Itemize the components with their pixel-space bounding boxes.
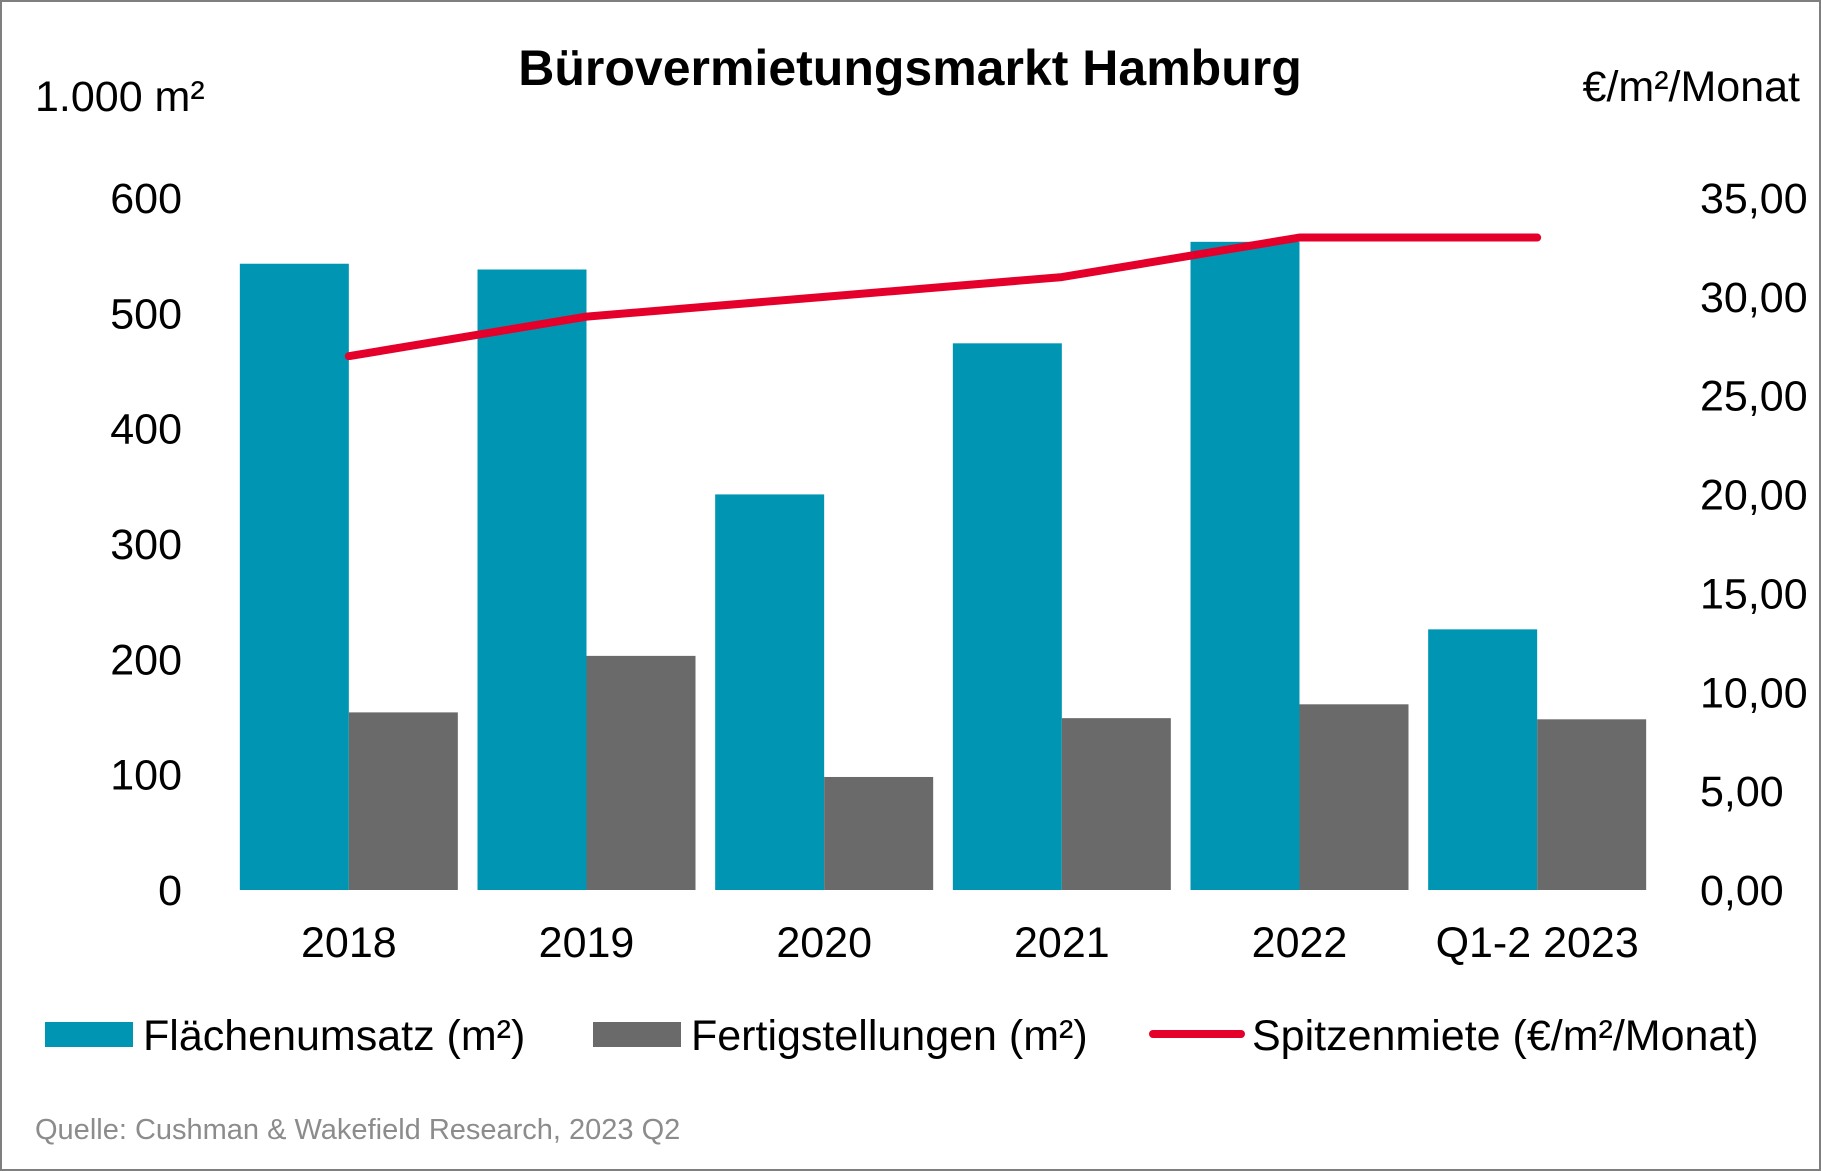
left-tick-label: 300 <box>110 521 182 569</box>
x-tick-label: 2022 <box>1252 919 1348 967</box>
bar-flaechenumsatz <box>1428 629 1538 890</box>
line-point-spitzenmiete <box>586 316 587 318</box>
right-tick-label: 20,00 <box>1700 472 1808 520</box>
right-tick-label: 5,00 <box>1700 768 1784 816</box>
line-spitzenmiete <box>344 233 1542 361</box>
bar-flaechenumsatz <box>715 494 825 890</box>
line-point-spitzenmiete <box>1299 237 1300 239</box>
bar-flaechenumsatz <box>477 269 587 890</box>
line-point-spitzenmiete <box>348 355 350 357</box>
legend-label-fertigstellungen: Fertigstellungen (m²) <box>691 1012 1088 1060</box>
bar-flaechenumsatz <box>952 343 1062 890</box>
legend-swatch-fertigstellungen <box>593 1022 681 1047</box>
source-note: Quelle: Cushman & Wakefield Research, 20… <box>35 1114 680 1146</box>
left-tick-label: 500 <box>110 290 182 338</box>
bar-fertigstellungen <box>586 655 696 890</box>
right-axis-unit: €/m²/Monat <box>1583 63 1801 111</box>
right-tick-label: 10,00 <box>1700 669 1808 717</box>
right-tick-label: 25,00 <box>1700 373 1808 421</box>
line-point-spitzenmiete <box>823 296 825 298</box>
x-tick-label: 2018 <box>301 919 397 967</box>
left-axis-ticks: 0 100 200 300 400 500 600 <box>110 175 182 915</box>
left-tick-label: 400 <box>110 406 182 454</box>
legend-swatch-flaechenumsatz <box>45 1022 133 1047</box>
chart-title: Bürovermietungsmarkt Hamburg <box>518 40 1302 96</box>
legend-label-flaechenumsatz: Flächenumsatz (m²) <box>143 1012 525 1060</box>
bar-fertigstellungen <box>1299 704 1409 890</box>
bar-fertigstellungen <box>824 776 934 890</box>
left-axis-unit: 1.000 m² <box>35 73 205 121</box>
x-tick-label: 2019 <box>539 919 635 967</box>
line-point-spitzenmiete <box>1061 276 1063 278</box>
bars <box>239 241 1647 890</box>
bar-fertigstellungen <box>1061 718 1171 890</box>
x-axis-ticks: 2018 2019 2020 2021 2022 Q1-2 2023 <box>301 919 1639 967</box>
left-tick-label: 200 <box>110 636 182 684</box>
left-tick-label: 0 <box>158 867 182 915</box>
bar-fertigstellungen <box>1537 719 1647 890</box>
bar-fertigstellungen <box>348 712 458 890</box>
legend: Flächenumsatz (m²) Fertigstellungen (m²)… <box>45 1012 1759 1060</box>
line-point-spitzenmiete <box>1536 237 1538 239</box>
x-tick-label: 2021 <box>1014 919 1110 967</box>
right-tick-label: 35,00 <box>1700 175 1808 223</box>
right-axis-ticks: 0,00 5,00 10,00 15,00 20,00 25,00 30,00 35,00 <box>1700 175 1808 915</box>
legend-label-spitzenmiete: Spitzenmiete (€/m²/Monat) <box>1252 1012 1759 1060</box>
right-tick-label: 15,00 <box>1700 570 1808 618</box>
rent-line-layer <box>344 233 1542 361</box>
left-tick-label: 600 <box>110 175 182 223</box>
right-tick-label: 30,00 <box>1700 274 1808 322</box>
left-tick-label: 100 <box>110 752 182 800</box>
bar-flaechenumsatz <box>239 263 349 890</box>
right-tick-label: 0,00 <box>1700 867 1784 915</box>
x-tick-label: 2020 <box>776 919 872 967</box>
bar-flaechenumsatz <box>1190 241 1300 890</box>
x-tick-label: Q1-2 2023 <box>1436 919 1639 967</box>
